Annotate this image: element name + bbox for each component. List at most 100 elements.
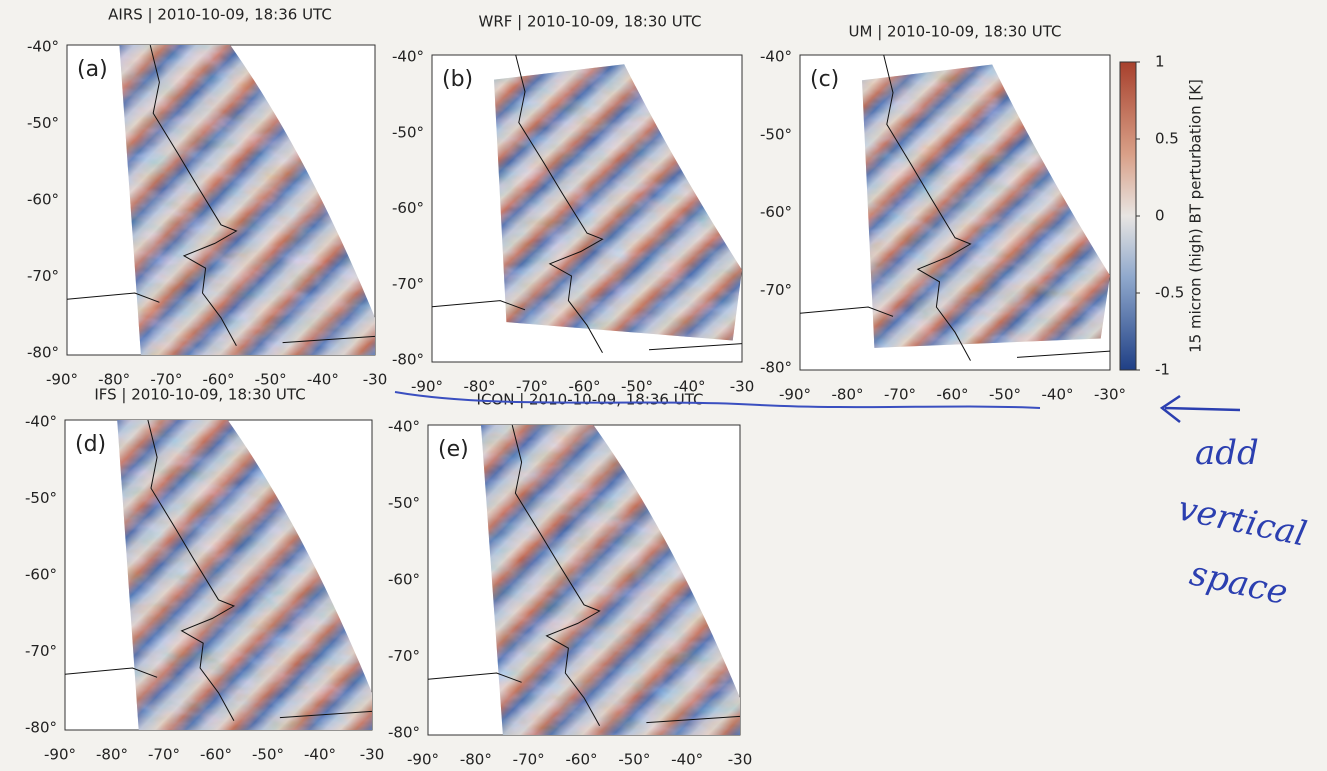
map-panel: WRF | 2010-10-09, 18:30 UTC (b) -40° -50° -6…	[392, 13, 754, 396]
lat-tick-label: -50°	[388, 494, 420, 512]
lon-tick-label: -30	[363, 371, 388, 389]
lon-tick-label: -70°	[513, 751, 545, 769]
coastline	[883, 54, 972, 361]
arrow	[1159, 394, 1241, 423]
coastline	[511, 424, 601, 726]
lat-tick-label: -40°	[392, 48, 424, 66]
lon-tick-label: -30	[360, 746, 385, 764]
lon-tick-label: -30°	[1094, 386, 1126, 404]
panel-title: IFS | 2010-10-09, 18:30 UTC	[94, 386, 305, 404]
lat-tick-label: -80°	[388, 724, 420, 742]
panel-label: (a)	[77, 57, 108, 82]
lat-tick-label: -60°	[392, 199, 424, 217]
colorbar: 15 micron (high) BT perturbation [K] 1 0.…	[1119, 53, 1205, 379]
lon-tick-label: -60°	[200, 746, 232, 764]
colorbar-scale	[1119, 61, 1137, 371]
coastline	[515, 54, 604, 354]
lat-tick-label: -40°	[27, 38, 59, 56]
lat-tick-label: -40°	[388, 418, 420, 436]
lon-tick-label: -70°	[148, 746, 180, 764]
lon-tick-label: -50°	[618, 751, 650, 769]
panel-label: (c)	[810, 67, 839, 92]
lon-tick-label: -70°	[884, 386, 916, 404]
colorbar-tick-label: 0.5	[1155, 130, 1179, 148]
coastline	[431, 300, 743, 351]
panel-label: (d)	[75, 432, 106, 457]
panels: AIRS | 2010-10-09, 18:36 UTC (a) -40° -50° -…	[25, 6, 1126, 769]
lon-tick-label: -70°	[150, 371, 182, 389]
lat-tick-label: -60°	[25, 566, 57, 584]
map-panel: IFS | 2010-10-09, 18:30 UTC (d) -40° -50° -6…	[25, 386, 384, 764]
lat-tick-label: -50°	[760, 125, 792, 143]
note-line: space	[1186, 553, 1291, 613]
panel-title: UM | 2010-10-09, 18:30 UTC	[849, 23, 1062, 41]
lon-tick-label: -90°	[779, 386, 811, 404]
note-line: add	[1195, 433, 1259, 473]
lat-tick-label: -60°	[388, 571, 420, 589]
lon-tick-label: -40°	[674, 378, 706, 396]
lon-tick-label: -80°	[98, 371, 130, 389]
lat-tick-label: -50°	[392, 123, 424, 141]
lon-tick-label: -80°	[464, 378, 496, 396]
lon-tick-label: -40°	[671, 751, 703, 769]
pen-line	[394, 391, 1041, 409]
panel-title: ICON | 2010-10-09, 18:36 UTC	[477, 391, 704, 409]
coastline	[66, 292, 376, 344]
note-line: vertical	[1174, 488, 1310, 554]
lon-tick-label: -30	[728, 751, 753, 769]
coastline	[427, 672, 741, 724]
lon-tick-label: -90°	[44, 746, 76, 764]
lon-tick-label: -60°	[203, 371, 235, 389]
lat-tick-label: -50°	[27, 114, 59, 132]
lon-tick-label: -70°	[516, 378, 548, 396]
colorbar-tick-label: -0.5	[1155, 284, 1184, 302]
lon-tick-label: -50°	[621, 378, 653, 396]
lat-tick-label: -80°	[392, 351, 424, 369]
lon-tick-label: -80°	[460, 751, 492, 769]
lon-tick-label: -50°	[989, 386, 1021, 404]
lat-tick-label: -80°	[25, 719, 57, 737]
lon-tick-label: -60°	[937, 386, 969, 404]
colorbar-tick-label: -1	[1155, 361, 1170, 379]
lon-tick-label: -90°	[46, 371, 78, 389]
lat-tick-label: -80°	[760, 359, 792, 377]
lat-tick-label: -60°	[760, 203, 792, 221]
lat-tick-label: -70°	[760, 281, 792, 299]
lon-tick-label: -60°	[569, 378, 601, 396]
coastline	[64, 667, 373, 719]
lon-tick-label: -30	[730, 378, 755, 396]
lon-tick-label: -50°	[252, 746, 284, 764]
lat-tick-label: -40°	[760, 48, 792, 66]
panel-title: AIRS | 2010-10-09, 18:36 UTC	[108, 6, 332, 24]
map-panel: AIRS | 2010-10-09, 18:36 UTC (a) -40° -50° -…	[27, 6, 387, 389]
lat-tick-label: -60°	[27, 191, 59, 209]
map-panel: UM | 2010-10-09, 18:30 UTC (c) -40° -50° -60…	[760, 23, 1126, 404]
lon-tick-label: -50°	[255, 371, 287, 389]
colorbar-tick-label: 1	[1155, 53, 1165, 71]
panel-title: WRF | 2010-10-09, 18:30 UTC	[479, 13, 702, 31]
lon-tick-label: -60°	[566, 751, 598, 769]
colorbar-tick-label: 0	[1155, 207, 1165, 225]
lat-tick-label: -70°	[25, 642, 57, 660]
colorbar-label: 15 micron (high) BT perturbation [K]	[1187, 79, 1205, 353]
panel-label: (b)	[442, 67, 473, 92]
panel-label: (e)	[438, 437, 469, 462]
lat-tick-label: -80°	[27, 344, 59, 362]
lat-tick-label: -50°	[25, 489, 57, 507]
lat-tick-label: -70°	[388, 647, 420, 665]
lon-tick-label: -40°	[307, 371, 339, 389]
lat-tick-label: -40°	[25, 413, 57, 431]
lon-tick-label: -80°	[96, 746, 128, 764]
lon-tick-label: -40°	[304, 746, 336, 764]
coastline	[147, 419, 236, 721]
lon-tick-label: -90°	[411, 378, 443, 396]
lat-tick-label: -70°	[27, 267, 59, 285]
lon-tick-label: -90°	[407, 751, 439, 769]
coastline	[799, 306, 1111, 358]
map-panel: ICON | 2010-10-09, 18:36 UTC (e) -40° -50° -…	[388, 391, 752, 769]
lon-tick-label: -80°	[832, 386, 864, 404]
lat-tick-label: -70°	[392, 275, 424, 293]
